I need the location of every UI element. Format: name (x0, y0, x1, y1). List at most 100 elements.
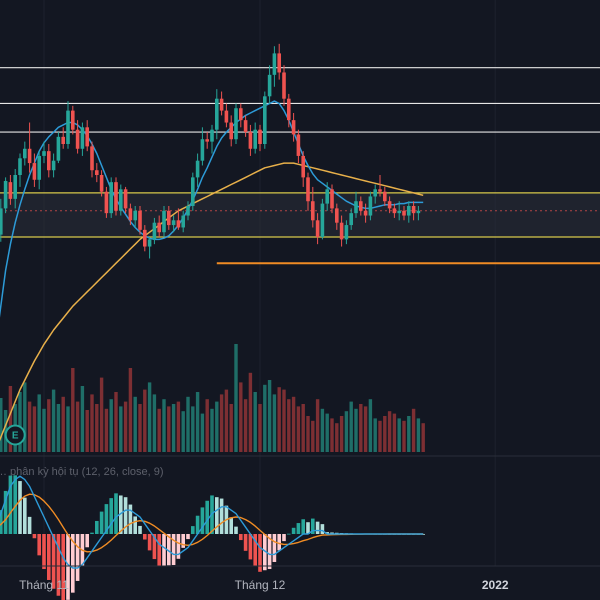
candle-body (42, 151, 46, 156)
volume-bar (248, 372, 253, 452)
volume-bar (349, 401, 353, 452)
volume-bar (18, 392, 22, 452)
macd-histogram-bar (114, 493, 118, 534)
volume-bar (234, 344, 238, 452)
candle (71, 105, 75, 135)
macd-histogram-bar (287, 533, 291, 535)
candle (243, 115, 248, 137)
macd-histogram-bar (66, 534, 70, 600)
volume-bar (263, 384, 267, 452)
candle (272, 46, 277, 87)
candle (387, 196, 392, 214)
candle (378, 175, 382, 197)
volume-bar (71, 368, 75, 452)
candle (123, 186, 128, 214)
volume-bar (320, 408, 325, 452)
macd-histogram-bar (138, 525, 142, 534)
macd-histogram-bar (27, 516, 32, 534)
macd-line (0, 475, 424, 569)
candle-body (18, 158, 22, 175)
candle-body (56, 136, 61, 161)
volume-bar (133, 396, 137, 452)
volume-bar (80, 386, 85, 452)
candle-body (301, 155, 305, 178)
macd-histogram-bar (239, 534, 243, 541)
event-badge-e[interactable]: E (4, 424, 26, 446)
candle (157, 215, 161, 237)
candle (349, 208, 353, 230)
volume-bar (383, 416, 387, 452)
volume-bar (219, 394, 224, 452)
support-zone (0, 192, 600, 237)
volume-bar (56, 404, 61, 452)
candle-body (311, 201, 315, 221)
candle (354, 191, 358, 218)
macd-histogram-bar (99, 511, 104, 534)
macd-histogram-bar (90, 532, 94, 534)
macd-histogram-bar (171, 534, 176, 565)
volume-bar (335, 423, 339, 452)
candle-body (3, 180, 8, 209)
candle-body (335, 208, 339, 223)
candle (267, 65, 272, 104)
candle (368, 191, 373, 221)
macd-histogram-bar (229, 517, 233, 534)
candle (99, 170, 104, 197)
candle (258, 124, 262, 152)
candle (363, 203, 368, 223)
macd-histogram-bar (215, 497, 219, 534)
volume-bar (27, 401, 32, 452)
volume-bar (138, 404, 142, 452)
candle-body (157, 222, 161, 233)
candle (90, 141, 94, 178)
volume-bar (176, 401, 181, 452)
candle-body (402, 210, 406, 216)
candle-body (8, 182, 13, 199)
horizontal-levels[interactable] (0, 67, 600, 265)
volume-bar (162, 399, 166, 452)
macd-histogram-bar (123, 497, 128, 534)
candle (3, 177, 8, 214)
macd-histogram-bar (277, 534, 281, 551)
volume-bar (330, 418, 334, 452)
candle (287, 93, 291, 128)
volume-bar (147, 382, 152, 452)
event-badges[interactable]: ESF (4, 424, 600, 446)
macd-histogram-bar (234, 526, 238, 534)
macd-histogram-bar (152, 534, 157, 560)
volume-bar (325, 413, 329, 452)
candle (224, 103, 229, 128)
macd-histogram-bar (157, 534, 161, 567)
candle-body (325, 189, 329, 204)
volume-bar (152, 394, 157, 452)
volume-bar (42, 408, 46, 452)
event-badge-circle[interactable] (4, 424, 26, 446)
candle-body (210, 129, 214, 142)
macd-histogram-bar (8, 475, 13, 534)
candle (27, 122, 32, 173)
candle (128, 203, 133, 226)
candle-body (315, 220, 320, 237)
candle-body (61, 136, 65, 144)
candle (181, 210, 185, 233)
macd-indicator (0, 475, 425, 600)
volume-bar (392, 413, 397, 452)
volume-bar (368, 399, 373, 452)
volume-bar (109, 399, 113, 452)
candle (152, 217, 157, 245)
macd-histogram-bar (0, 510, 3, 534)
candle (13, 169, 17, 209)
candle-body (306, 177, 310, 202)
candle-body (253, 129, 257, 149)
candle-body (291, 120, 296, 135)
volume-bar (114, 392, 118, 452)
volume-bar (253, 392, 257, 452)
volume-bar (90, 394, 94, 452)
candle (311, 186, 315, 228)
volume-bar (287, 399, 291, 452)
candle (8, 175, 13, 205)
candle-body (383, 191, 387, 202)
candle-body (263, 96, 267, 144)
